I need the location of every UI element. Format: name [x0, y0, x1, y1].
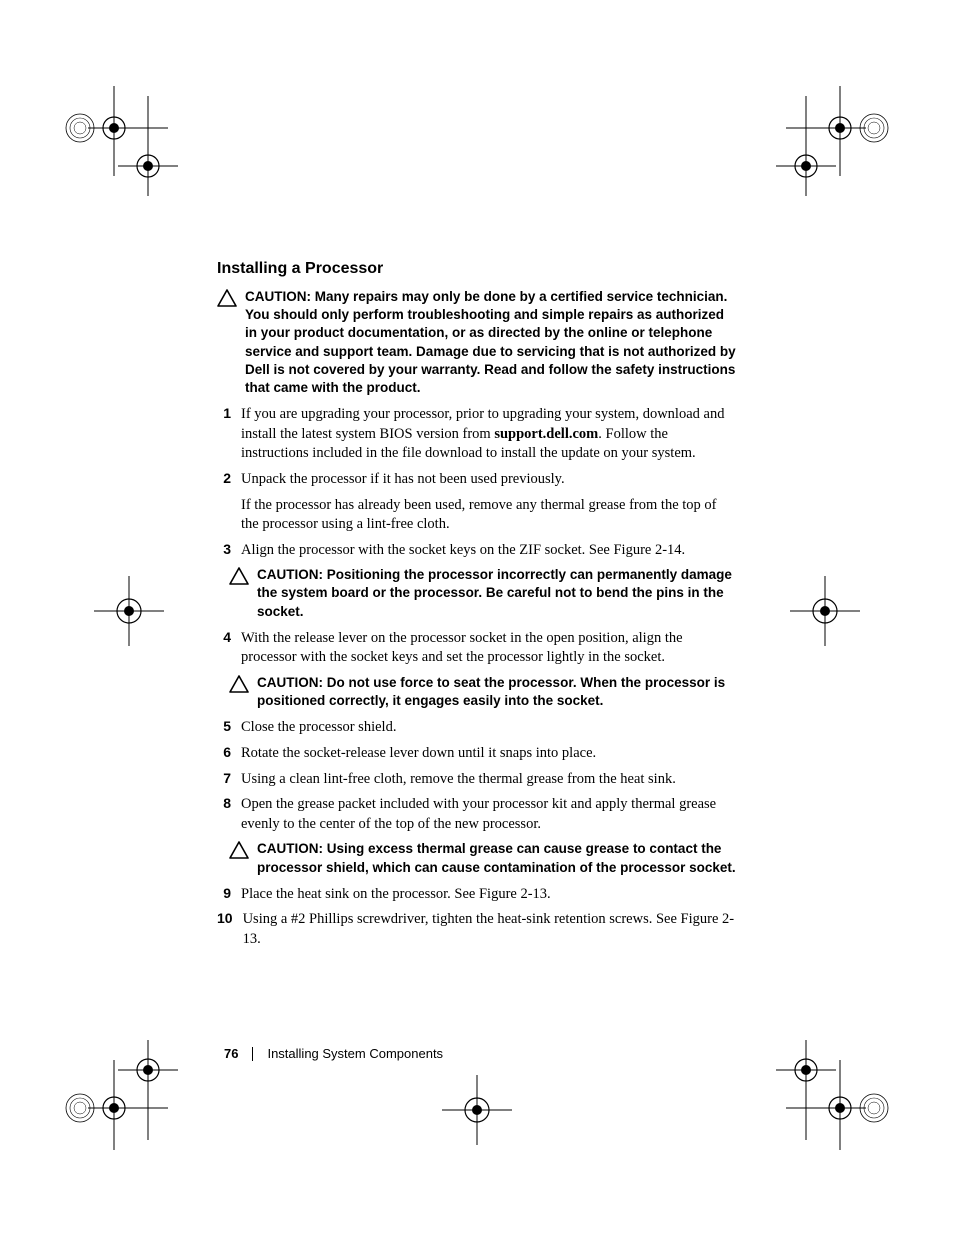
step-body: Using a #2 Phillips screwdriver, tighten… [243, 910, 737, 949]
step-num: 6 [217, 744, 241, 760]
caution-text-4: CAUTION: Using excess thermal grease can… [257, 840, 737, 876]
step-text: Unpack the processor if it has not been … [241, 470, 737, 490]
section-heading: Installing a Processor [217, 260, 737, 278]
registration-mark-icon [58, 1030, 178, 1150]
step-body: Open the grease packet included with you… [241, 795, 737, 834]
step-text: Open the grease packet included with you… [241, 795, 737, 834]
caution-body: Many repairs may only be done by a certi… [245, 289, 736, 395]
step-num: 2 [217, 470, 241, 486]
step-text: Align the processor with the socket keys… [241, 541, 737, 561]
page-footer: 76 Installing System Components [224, 1046, 443, 1061]
caution-text-2: CAUTION: Positioning the processor incor… [257, 566, 737, 621]
step-num: 3 [217, 541, 241, 557]
step-9: 9 Place the heat sink on the processor. … [217, 885, 737, 905]
step-8: 8 Open the grease packet included with y… [217, 795, 737, 834]
step-4: 4 With the release lever on the processo… [217, 629, 737, 668]
step-num: 4 [217, 629, 241, 645]
step-5: 5 Close the processor shield. [217, 718, 737, 738]
step-3: 3 Align the processor with the socket ke… [217, 541, 737, 561]
caution-label: CAUTION: [257, 567, 323, 582]
caution-text-1: CAUTION: Many repairs may only be done b… [245, 288, 737, 397]
step-7: 7 Using a clean lint-free cloth, remove … [217, 770, 737, 790]
step-num: 9 [217, 885, 241, 901]
step-text: Place the heat sink on the processor. Se… [241, 885, 737, 905]
step-num: 10 [217, 910, 243, 926]
footer-section: Installing System Components [267, 1046, 443, 1061]
step-body: Align the processor with the socket keys… [241, 541, 737, 561]
step-10: 10 Using a #2 Phillips screwdriver, tigh… [217, 910, 737, 949]
registration-mark-icon [442, 1075, 512, 1145]
registration-mark-icon [776, 1030, 896, 1150]
caution-icon [229, 675, 249, 698]
caution-body: Do not use force to seat the processor. … [257, 675, 725, 708]
step-num: 1 [217, 405, 241, 421]
caution-body: Positioning the processor incorrectly ca… [257, 567, 732, 618]
step-text: Using a #2 Phillips screwdriver, tighten… [243, 910, 737, 949]
page-content: Installing a Processor CAUTION: Many rep… [217, 260, 737, 955]
step-text-bold: support.dell.com [494, 426, 598, 442]
registration-mark-icon [776, 86, 896, 206]
step-body: With the release lever on the processor … [241, 629, 737, 668]
step-text: Rotate the socket-release lever down unt… [241, 744, 737, 764]
caution-block-2: CAUTION: Positioning the processor incor… [229, 566, 737, 621]
caution-block-3: CAUTION: Do not use force to seat the pr… [229, 674, 737, 710]
footer-divider [252, 1047, 253, 1061]
step-body: Place the heat sink on the processor. Se… [241, 885, 737, 905]
caution-label: CAUTION: [257, 675, 323, 690]
step-body: Rotate the socket-release lever down unt… [241, 744, 737, 764]
caution-body: Using excess thermal grease can cause gr… [257, 841, 736, 874]
caution-icon [229, 841, 249, 864]
step-6: 6 Rotate the socket-release lever down u… [217, 744, 737, 764]
caution-icon [217, 289, 237, 312]
caution-block-1: CAUTION: Many repairs may only be done b… [217, 288, 737, 397]
registration-mark-icon [58, 86, 178, 206]
step-body: Unpack the processor if it has not been … [241, 470, 737, 535]
step-num: 8 [217, 795, 241, 811]
caution-label: CAUTION: [245, 289, 311, 304]
step-body: Close the processor shield. [241, 718, 737, 738]
step-text: With the release lever on the processor … [241, 629, 737, 668]
step-1: 1 If you are upgrading your processor, p… [217, 405, 737, 464]
registration-mark-icon [94, 576, 164, 646]
page-number: 76 [224, 1046, 238, 1061]
caution-block-4: CAUTION: Using excess thermal grease can… [229, 840, 737, 876]
step-body: Using a clean lint-free cloth, remove th… [241, 770, 737, 790]
step-text: Close the processor shield. [241, 718, 737, 738]
registration-mark-icon [790, 576, 860, 646]
step-text: If the processor has already been used, … [241, 496, 737, 535]
step-2: 2 Unpack the processor if it has not bee… [217, 470, 737, 535]
caution-label: CAUTION: [257, 841, 323, 856]
step-num: 7 [217, 770, 241, 786]
step-body: If you are upgrading your processor, pri… [241, 405, 737, 464]
step-num: 5 [217, 718, 241, 734]
caution-icon [229, 567, 249, 590]
caution-text-3: CAUTION: Do not use force to seat the pr… [257, 674, 737, 710]
step-text: Using a clean lint-free cloth, remove th… [241, 770, 737, 790]
